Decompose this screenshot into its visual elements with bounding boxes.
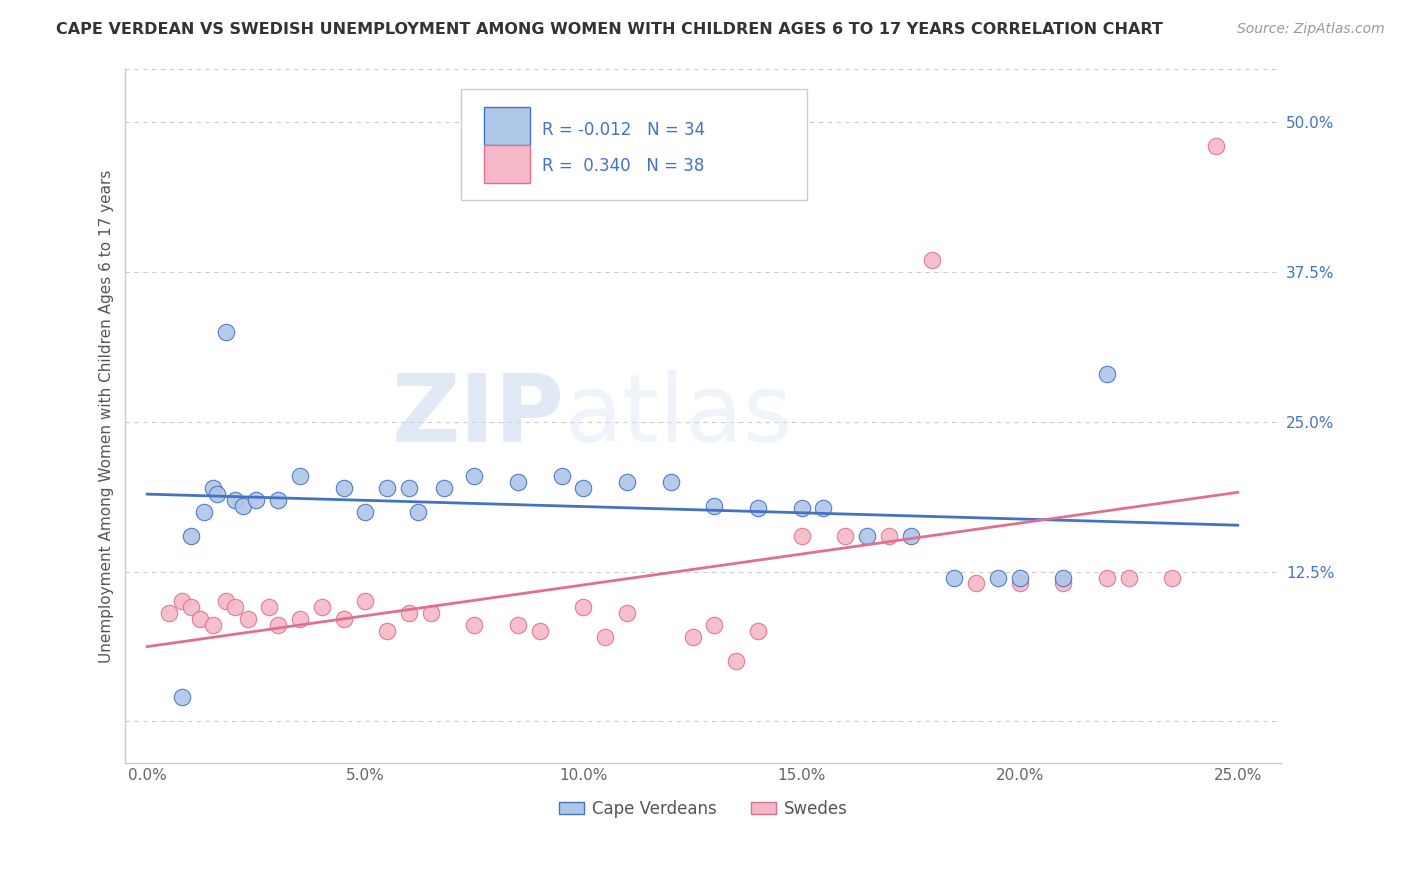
Point	[245, 492, 267, 507]
Point	[572, 481, 595, 495]
Point	[1161, 570, 1184, 584]
Text: CAPE VERDEAN VS SWEDISH UNEMPLOYMENT AMONG WOMEN WITH CHILDREN AGES 6 TO 17 YEAR: CAPE VERDEAN VS SWEDISH UNEMPLOYMENT AMO…	[56, 22, 1163, 37]
Point	[506, 618, 529, 632]
Point	[550, 468, 572, 483]
Point	[900, 528, 922, 542]
Point	[172, 690, 194, 705]
Point	[1095, 367, 1118, 381]
Point	[354, 594, 377, 608]
Point	[572, 600, 595, 615]
Point	[965, 576, 987, 591]
FancyBboxPatch shape	[461, 89, 807, 201]
Point	[236, 612, 259, 626]
Point	[1052, 576, 1074, 591]
Point	[157, 607, 180, 621]
FancyBboxPatch shape	[484, 145, 530, 183]
Point	[172, 594, 194, 608]
Point	[877, 528, 900, 542]
Point	[215, 325, 238, 339]
Point	[433, 481, 456, 495]
Point	[790, 528, 813, 542]
Point	[180, 528, 202, 542]
Point	[398, 607, 420, 621]
Point	[529, 624, 551, 639]
Text: atlas: atlas	[565, 370, 793, 462]
Point	[201, 618, 224, 632]
Point	[747, 501, 769, 516]
Point	[703, 499, 725, 513]
Point	[188, 612, 211, 626]
Point	[1008, 570, 1031, 584]
Point	[1118, 570, 1140, 584]
Point	[834, 528, 856, 542]
Point	[419, 607, 441, 621]
Point	[224, 492, 246, 507]
Point	[987, 570, 1010, 584]
Point	[463, 618, 485, 632]
FancyBboxPatch shape	[484, 107, 530, 145]
Point	[259, 600, 281, 615]
Point	[224, 600, 246, 615]
Point	[682, 631, 704, 645]
Point	[506, 475, 529, 489]
Point	[288, 468, 311, 483]
Point	[375, 481, 398, 495]
Text: R = -0.012   N = 34: R = -0.012 N = 34	[541, 121, 704, 139]
Point	[201, 481, 224, 495]
Point	[375, 624, 398, 639]
Point	[406, 505, 429, 519]
Point	[232, 499, 254, 513]
Point	[790, 501, 813, 516]
Point	[595, 631, 617, 645]
Point	[332, 612, 354, 626]
Point	[332, 481, 354, 495]
Point	[193, 505, 215, 519]
Legend: Cape Verdeans, Swedes: Cape Verdeans, Swedes	[553, 793, 855, 824]
Point	[311, 600, 333, 615]
Point	[1008, 576, 1031, 591]
Y-axis label: Unemployment Among Women with Children Ages 6 to 17 years: Unemployment Among Women with Children A…	[100, 169, 114, 663]
Point	[856, 528, 879, 542]
Point	[725, 654, 748, 668]
Point	[267, 618, 290, 632]
Point	[205, 486, 228, 500]
Point	[921, 253, 943, 268]
Point	[1095, 570, 1118, 584]
Point	[180, 600, 202, 615]
Point	[1205, 139, 1227, 153]
Point	[398, 481, 420, 495]
Point	[703, 618, 725, 632]
Text: ZIP: ZIP	[392, 370, 565, 462]
Text: R =  0.340   N = 38: R = 0.340 N = 38	[541, 157, 704, 176]
Point	[943, 570, 966, 584]
Point	[215, 594, 238, 608]
Point	[288, 612, 311, 626]
Text: Source: ZipAtlas.com: Source: ZipAtlas.com	[1237, 22, 1385, 37]
Point	[1052, 570, 1074, 584]
Point	[747, 624, 769, 639]
Point	[659, 475, 682, 489]
Point	[354, 505, 377, 519]
Point	[616, 475, 638, 489]
Point	[616, 607, 638, 621]
Point	[267, 492, 290, 507]
Point	[463, 468, 485, 483]
Point	[813, 501, 835, 516]
